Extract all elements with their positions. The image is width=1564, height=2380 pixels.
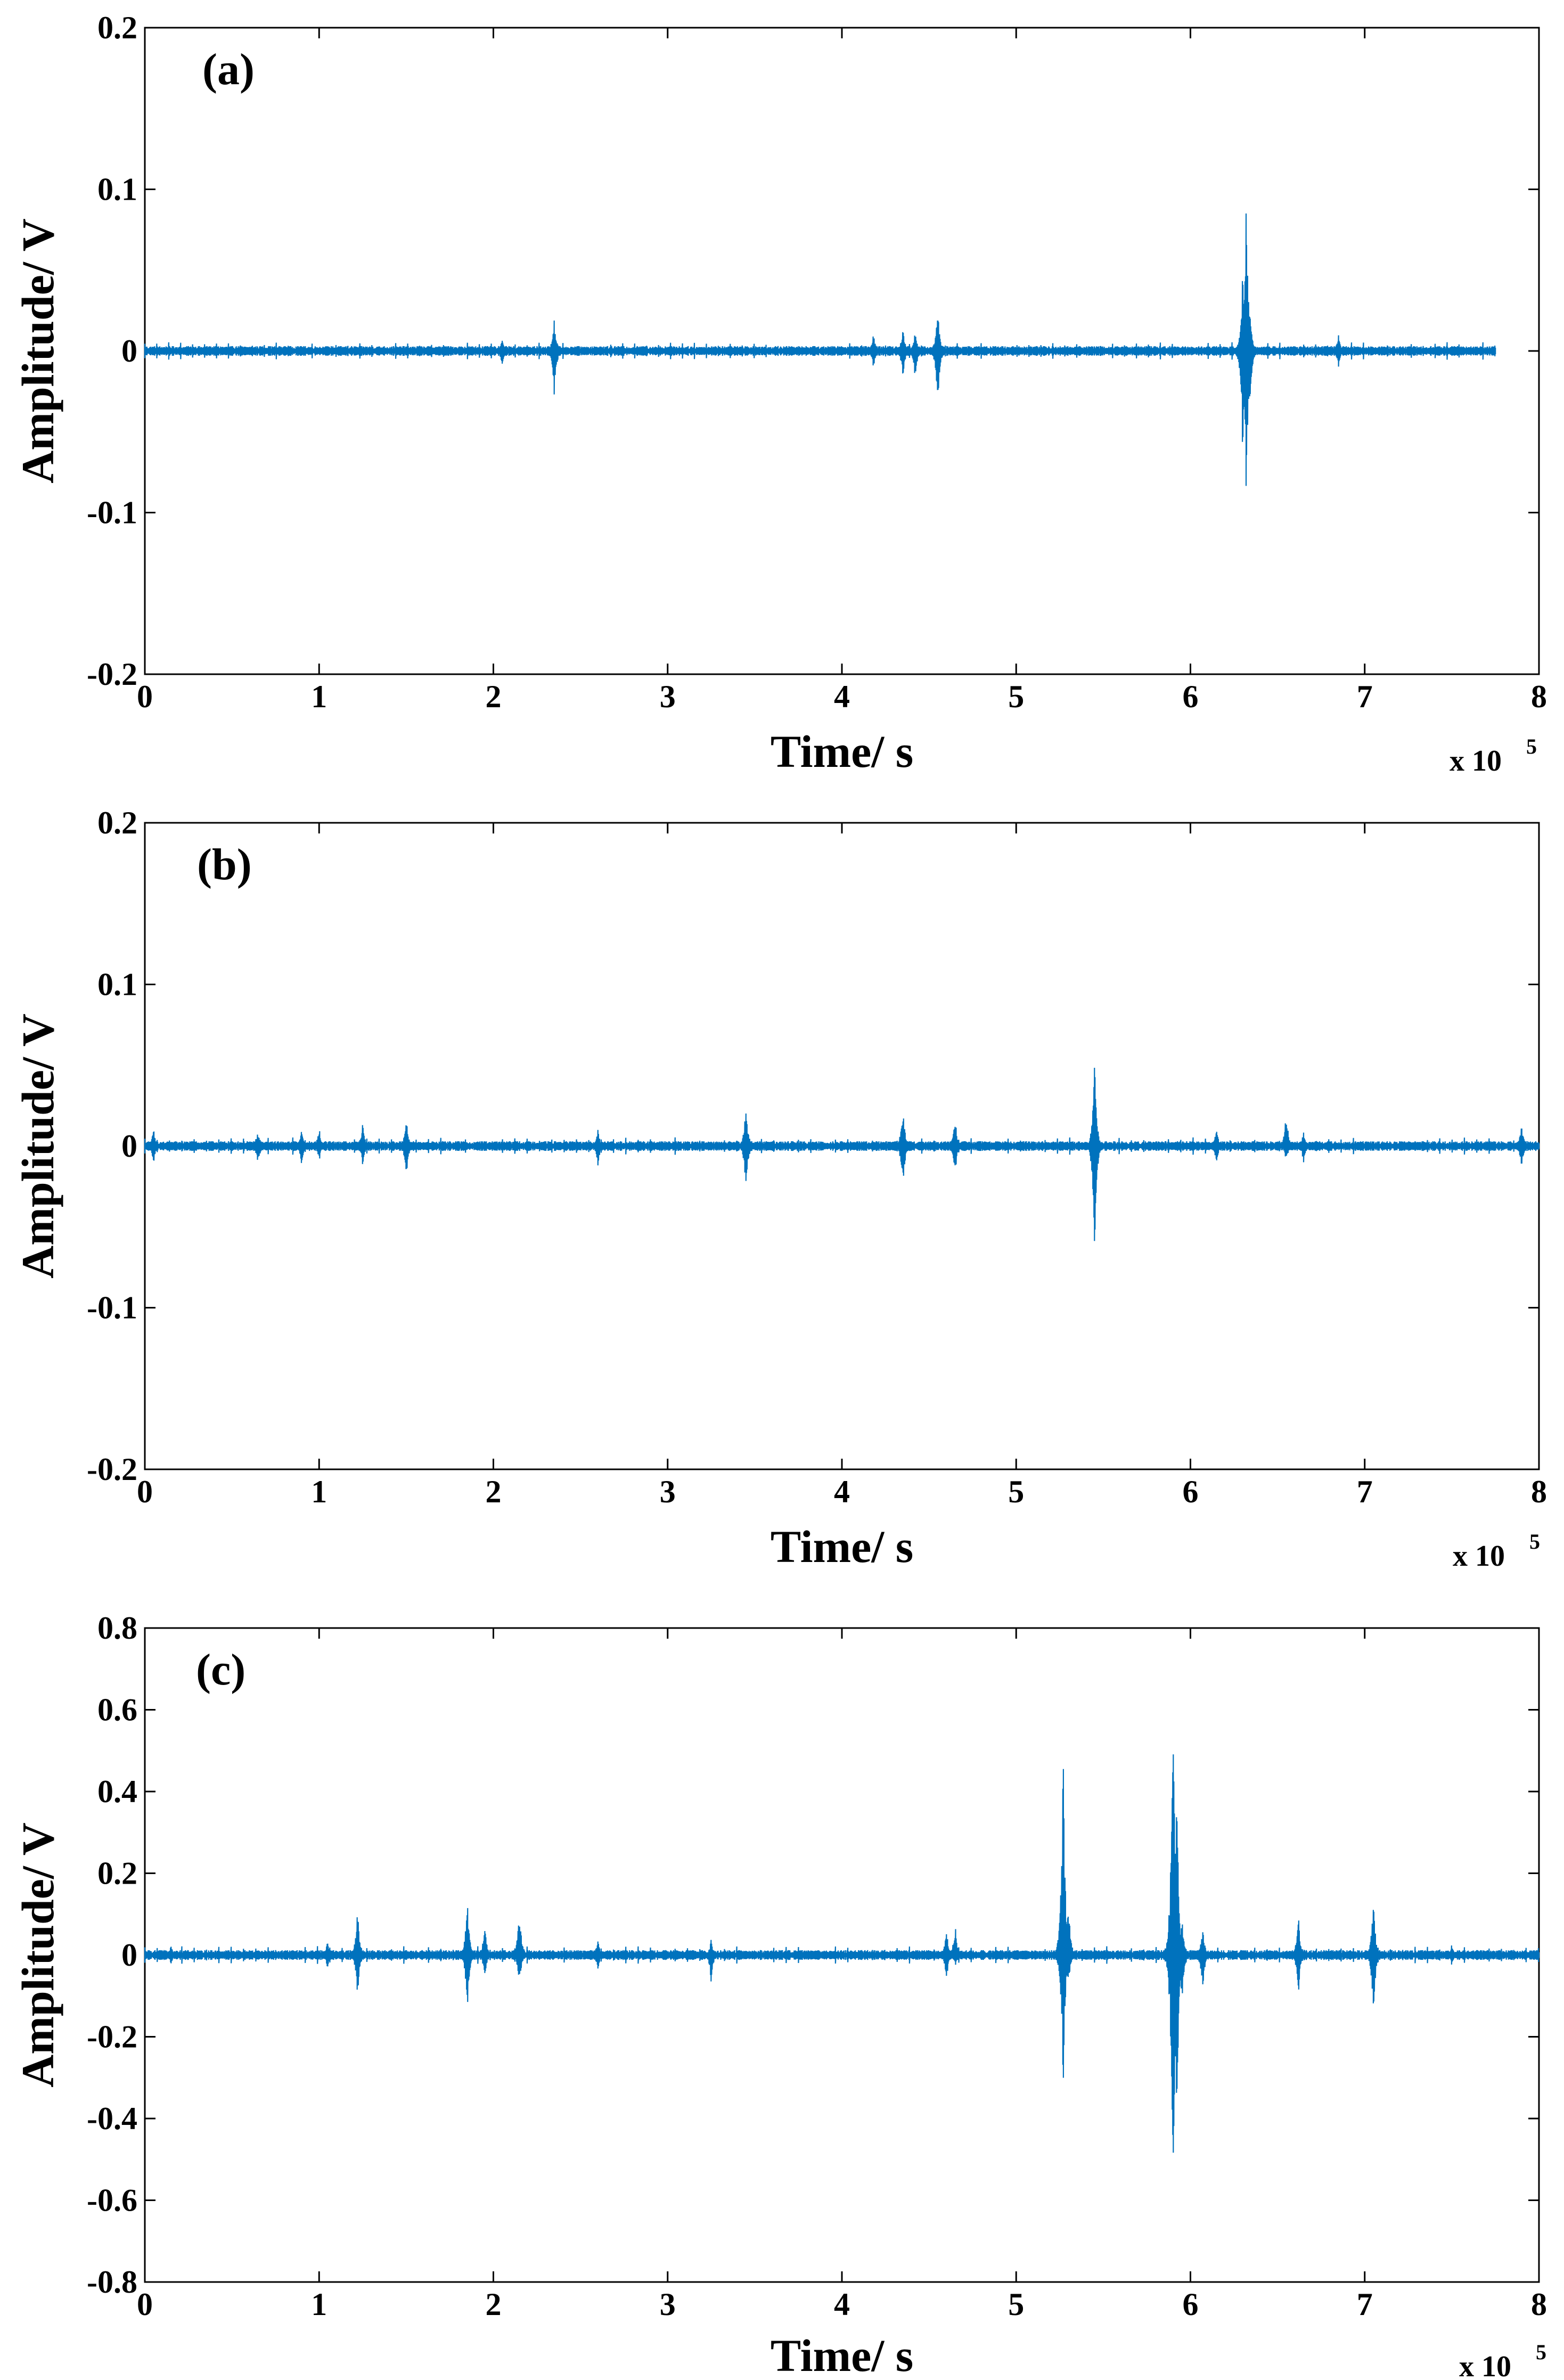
x-ticks: 0 1 2 3 4 5 6 7 8 <box>137 28 1547 714</box>
x-ticks: 0 1 2 3 4 5 6 7 8 <box>137 1628 1547 2322</box>
panel-a: 0 1 2 3 4 5 6 7 8 0.2 0.1 0 -0.1 -0.2 (a) Time/ s Am… <box>12 10 1547 778</box>
x-tick-label: 1 <box>311 679 327 714</box>
y-tick-label: -0.2 <box>87 657 137 692</box>
x-tick-label: 8 <box>1531 679 1547 714</box>
panel-label: (a) <box>202 45 255 94</box>
signal-line <box>144 1754 1540 2153</box>
panel-label: (c) <box>196 1645 245 1695</box>
x-tick-label: 0 <box>137 679 153 714</box>
y-tick-label: -0.8 <box>87 2264 137 2300</box>
x-tick-label: 2 <box>486 679 502 714</box>
x-tick-label: 1 <box>311 1474 327 1509</box>
y-tick-label: 0 <box>121 1128 137 1164</box>
y-tick-label: -0.4 <box>87 2101 137 2136</box>
x-tick-label: 7 <box>1357 2287 1373 2322</box>
x-tick-label: 8 <box>1531 1474 1547 1509</box>
y-tick-label: 0.2 <box>97 805 137 840</box>
y-axis-label: Amplitude/ V <box>12 1822 63 2088</box>
y-tick-label: 0.6 <box>97 1692 137 1728</box>
x-tick-label: 0 <box>137 1474 153 1509</box>
x-tick-label: 6 <box>1183 2287 1199 2322</box>
y-tick-label: 0.1 <box>97 967 137 1002</box>
x-tick-label: 2 <box>486 2287 502 2322</box>
y-ticks: 0.2 0.1 0 -0.1 -0.2 <box>87 10 1539 692</box>
x-tick-label: 5 <box>1008 2287 1024 2322</box>
y-axis-label: Amplitude/ V <box>12 218 63 484</box>
x-tick-label: 3 <box>660 679 676 714</box>
y-tick-label: 0.4 <box>97 1774 137 1809</box>
x-ticks: 0 1 2 3 4 5 6 7 8 <box>137 823 1547 1509</box>
x-multiplier: x 10 <box>1450 745 1502 778</box>
x-tick-label: 5 <box>1008 679 1024 714</box>
y-tick-label: -0.1 <box>87 495 137 530</box>
x-tick-label: 4 <box>834 2287 850 2322</box>
y-tick-label: 0 <box>121 333 137 369</box>
panel-b: 0 1 2 3 4 5 6 7 8 0.2 0.1 0 -0.1 -0.2 (b) Time/ s Am… <box>12 805 1547 1573</box>
x-tick-label: 1 <box>311 2287 327 2322</box>
x-multiplier-exponent: 5 <box>1526 734 1537 758</box>
x-tick-label: 0 <box>137 2287 153 2322</box>
x-axis-label: Time/ s <box>771 2330 913 2380</box>
y-axis-label: Amplitude/ V <box>12 1013 63 1279</box>
x-multiplier: x 10 <box>1453 1540 1505 1573</box>
panel-label: (b) <box>197 840 252 889</box>
y-tick-label: 0.1 <box>97 172 137 207</box>
signal-line <box>144 213 1496 486</box>
x-multiplier-exponent: 5 <box>1529 1530 1540 1553</box>
y-tick-label: 0.2 <box>97 1856 137 1891</box>
y-tick-label: -0.1 <box>87 1290 137 1326</box>
x-multiplier-exponent: 5 <box>1536 2340 1546 2364</box>
x-multiplier: x 10 <box>1459 2350 1511 2380</box>
x-tick-label: 4 <box>834 679 850 714</box>
x-tick-label: 5 <box>1008 1474 1024 1509</box>
x-tick-label: 7 <box>1357 679 1373 714</box>
y-tick-label: -0.6 <box>87 2183 137 2218</box>
y-ticks: 0.8 0.6 0.4 0.2 0 -0.2 -0.4 -0.6 -0.8 <box>87 1610 1539 2300</box>
x-tick-label: 3 <box>660 2287 676 2322</box>
x-tick-label: 2 <box>486 1474 502 1509</box>
x-axis-label: Time/ s <box>771 726 913 777</box>
y-tick-label: -0.2 <box>87 1452 137 1487</box>
x-tick-label: 4 <box>834 1474 850 1509</box>
x-tick-label: 3 <box>660 1474 676 1509</box>
y-tick-label: 0 <box>121 1937 137 1973</box>
y-tick-label: 0.8 <box>97 1610 137 1646</box>
y-tick-label: 0.2 <box>97 10 137 45</box>
x-tick-label: 6 <box>1183 679 1199 714</box>
x-tick-label: 7 <box>1357 1474 1373 1509</box>
y-tick-label: -0.2 <box>87 2019 137 2055</box>
x-tick-label: 8 <box>1531 2287 1547 2322</box>
x-axis-label: Time/ s <box>771 1521 913 1572</box>
signal-line <box>144 1067 1540 1241</box>
x-tick-label: 6 <box>1183 1474 1199 1509</box>
